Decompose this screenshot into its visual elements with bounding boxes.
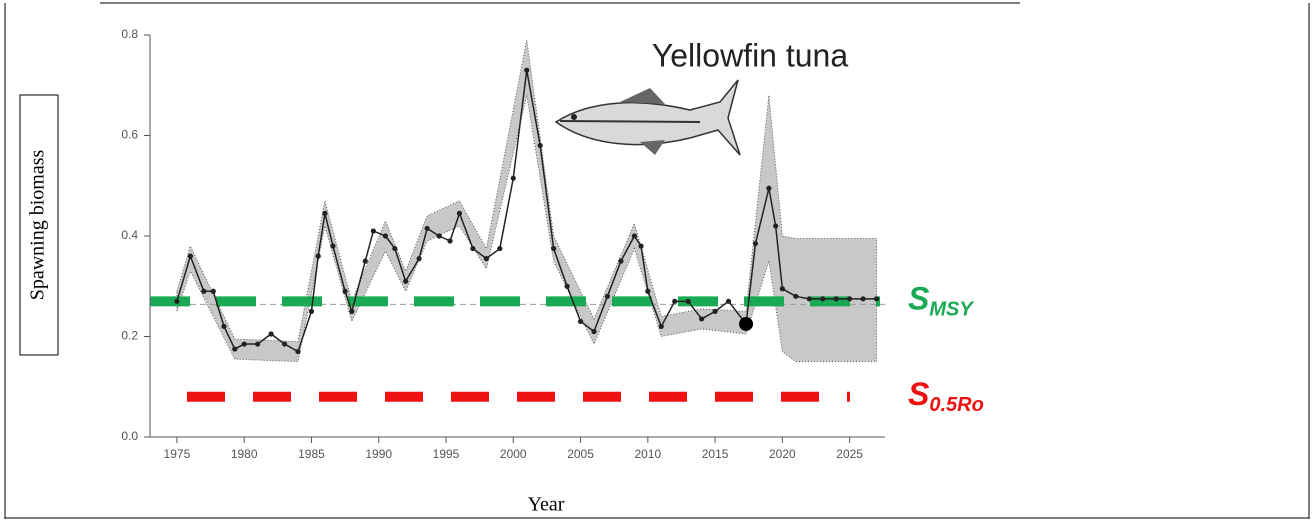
data-point — [447, 238, 452, 243]
data-point — [551, 246, 556, 251]
data-point — [820, 296, 825, 301]
data-point — [632, 233, 637, 238]
reference-subscript: MSY — [929, 299, 974, 321]
x-tick-label: 2020 — [769, 447, 796, 461]
data-point — [255, 341, 260, 346]
data-point — [282, 341, 287, 346]
y-tick-label: 0.4 — [121, 228, 138, 242]
data-point — [766, 186, 771, 191]
data-point — [211, 289, 216, 294]
data-point — [232, 346, 237, 351]
data-point — [425, 226, 430, 231]
reference-symbol: S — [908, 376, 930, 412]
data-point — [316, 254, 321, 259]
data-point — [309, 309, 314, 314]
data-point — [726, 299, 731, 304]
chart: Spawning biomass Year Yellowfin tuna SMS… — [0, 0, 1312, 519]
data-point — [416, 256, 421, 261]
data-point — [392, 246, 397, 251]
data-point — [497, 246, 502, 251]
data-point — [672, 299, 677, 304]
data-point — [342, 289, 347, 294]
data-point — [874, 296, 879, 301]
data-point — [322, 211, 327, 216]
data-point — [538, 143, 543, 148]
data-point — [349, 309, 354, 314]
x-axis-label: Year — [528, 494, 565, 516]
x-tick-label: 2005 — [567, 447, 594, 461]
reference-symbol: S — [908, 281, 930, 317]
data-point — [295, 349, 300, 354]
reference-subscript: 0.5Ro — [929, 394, 983, 416]
y-tick-label: 0.8 — [121, 27, 138, 41]
data-point — [564, 284, 569, 289]
data-point — [524, 68, 529, 73]
data-point — [773, 223, 778, 228]
data-point — [403, 279, 408, 284]
data-point — [242, 341, 247, 346]
data-point — [371, 228, 376, 233]
data-point — [268, 331, 273, 336]
data-point — [457, 211, 462, 216]
data-point — [363, 259, 368, 264]
data-point — [174, 299, 179, 304]
data-point — [686, 299, 691, 304]
x-tick-label: 2000 — [500, 447, 527, 461]
data-point — [860, 296, 865, 301]
data-point — [605, 294, 610, 299]
data-point — [807, 296, 812, 301]
x-tick-label: 2015 — [702, 447, 729, 461]
data-point — [834, 296, 839, 301]
data-point — [638, 243, 643, 248]
x-tick-label: 1990 — [365, 447, 392, 461]
data-point — [847, 296, 852, 301]
current-point — [739, 317, 753, 331]
data-point — [645, 289, 650, 294]
y-tick-label: 0.0 — [121, 429, 138, 443]
annotation: Yellowfin tuna — [652, 37, 849, 73]
y-tick-label: 0.6 — [121, 128, 138, 142]
y-tick-label: 0.2 — [121, 329, 138, 343]
page: {"chart_data": { "type": "line", "ylabel… — [0, 0, 1312, 519]
data-point — [470, 246, 475, 251]
data-point — [699, 316, 704, 321]
reference-label: S0.5Ro — [908, 376, 984, 416]
data-point — [383, 233, 388, 238]
x-tick-label: 1985 — [298, 447, 325, 461]
data-point — [437, 233, 442, 238]
data-point — [201, 289, 206, 294]
data-point — [753, 241, 758, 246]
data-point — [578, 319, 583, 324]
x-tick-label: 2010 — [634, 447, 661, 461]
data-point — [780, 286, 785, 291]
data-point — [712, 309, 717, 314]
data-point — [591, 329, 596, 334]
x-tick-label: 1975 — [164, 447, 191, 461]
x-tick-label: 2025 — [836, 447, 863, 461]
data-point — [793, 294, 798, 299]
data-point — [188, 254, 193, 259]
data-point — [330, 243, 335, 248]
x-tick-label: 1980 — [231, 447, 258, 461]
x-tick-label: 1995 — [433, 447, 460, 461]
reference-label: SMSY — [908, 281, 974, 321]
y-axis-label: Spawning biomass — [27, 150, 49, 301]
data-point — [484, 256, 489, 261]
data-point — [511, 176, 516, 181]
data-point — [659, 324, 664, 329]
data-layer — [174, 68, 879, 355]
fish-illustration — [556, 80, 740, 155]
data-point — [618, 259, 623, 264]
data-point — [221, 324, 226, 329]
